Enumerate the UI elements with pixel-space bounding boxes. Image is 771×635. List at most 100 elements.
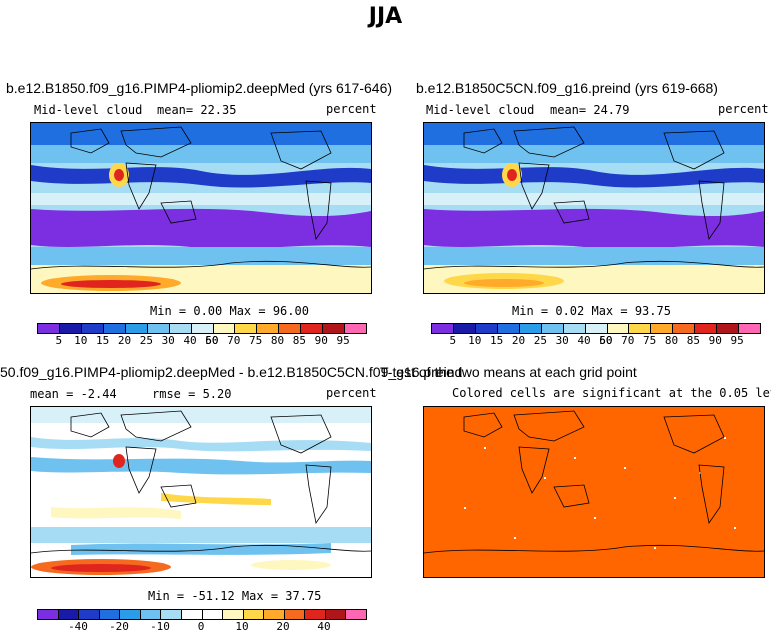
colorbar-swatch	[346, 610, 366, 619]
colorbar-swatch	[585, 324, 608, 333]
panel-4-title: T-test of the two means at each grid poi…	[380, 364, 637, 380]
colorbar-swatch	[79, 610, 100, 619]
colorbar-tick-label: -20	[109, 620, 129, 633]
panel-1-mean-label: mean= 22.35	[157, 103, 237, 117]
colorbar-swatch	[125, 324, 148, 333]
colorbar-swatch	[345, 324, 367, 333]
colorbar-tick-label: -10	[150, 620, 170, 633]
colorbar-swatch	[695, 324, 718, 333]
colorbar-tick-label: 5	[55, 334, 63, 347]
colorbar-swatch	[181, 610, 203, 619]
colorbar-swatch	[629, 324, 652, 333]
colorbar-swatch	[38, 324, 60, 333]
colorbar-swatch	[279, 324, 302, 333]
panel-2-variable-label: Mid-level cloud	[426, 103, 535, 117]
panel-1-minmax: Min = 0.00 Max = 96.00	[150, 304, 309, 318]
colorbar-swatch	[325, 610, 347, 619]
colorbar-tick-label: 90	[314, 334, 328, 347]
colorbar-swatch	[58, 610, 80, 619]
colorbar-swatch	[202, 610, 224, 619]
colorbar-tick-label: 5	[449, 334, 457, 347]
colorbar-swatch	[140, 610, 162, 619]
colorbar-swatch	[323, 324, 346, 333]
colorbar-swatch	[81, 324, 104, 333]
colorbar-swatch	[541, 324, 564, 333]
colorbar-tick-label: 10	[468, 334, 482, 347]
panel-2-title: b.e12.B1850C5CN.f09_g16.preind (yrs 619-…	[416, 80, 718, 96]
panel-2-minmax: Min = 0.02 Max = 93.75	[512, 304, 671, 318]
colorbar-tick-label: 50	[205, 334, 219, 347]
panel-3-rmse-label: rmse = 5.20	[152, 387, 232, 401]
colorbar-swatch	[519, 324, 542, 333]
panel-1-field	[31, 123, 371, 293]
colorbar-swatch	[739, 324, 761, 333]
panel-2-colorbar-ticks: 5 10 15 20 25 30 40 50 60 70 75 80 85 90 95	[431, 334, 759, 348]
colorbar-tick-label: 30	[161, 334, 175, 347]
colorbar-swatch	[264, 610, 285, 619]
colorbar-tick-label: 25	[139, 334, 153, 347]
colorbar-tick-label: 80	[664, 334, 679, 347]
panel-3-colorbar	[37, 609, 367, 620]
colorbar-swatch	[607, 324, 630, 333]
colorbar-tick-label: -40	[68, 620, 88, 633]
colorbar-tick-label: 60	[205, 334, 219, 347]
panel-1-title: b.e12.B1850.f09_g16.PIMP4-pliomip2.deepM…	[6, 80, 393, 96]
colorbar-swatch	[453, 324, 476, 333]
panel-3-colorbar-ticks: -40 -20 -10 0 10 20 40	[37, 620, 365, 634]
colorbar-tick-label: 30	[555, 334, 569, 347]
panel-4-field	[424, 407, 764, 577]
panel-3-minmax: Min = -51.12 Max = 37.75	[148, 589, 322, 603]
colorbar-swatch	[223, 610, 244, 619]
colorbar-tick-label: 75	[643, 334, 657, 347]
colorbar-swatch	[243, 610, 265, 619]
colorbar-tick-label: 90	[708, 334, 722, 347]
colorbar-swatch	[38, 610, 59, 619]
colorbar-tick-label: 40	[183, 334, 197, 347]
colorbar-swatch	[120, 610, 141, 619]
colorbar-swatch	[191, 324, 214, 333]
colorbar-tick-label: 20	[511, 334, 526, 347]
panel-3-map	[30, 406, 372, 578]
colorbar-tick-label: 85	[686, 334, 701, 347]
page-title: JJA	[368, 4, 403, 29]
colorbar-swatch	[103, 324, 126, 333]
colorbar-tick-label: 20	[276, 620, 290, 633]
panel-3-field	[31, 407, 371, 577]
colorbar-tick-label: 40	[577, 334, 591, 347]
colorbar-tick-label: 20	[117, 334, 132, 347]
panel-3-title: 50.f09_g16.PIMP4-pliomip2.deepMed - b.e1…	[0, 364, 463, 380]
colorbar-swatch	[147, 324, 170, 333]
colorbar-swatch	[235, 324, 258, 333]
colorbar-swatch	[475, 324, 498, 333]
panel-3-mean-label: mean = -2.44	[30, 387, 117, 401]
colorbar-tick-label: 85	[292, 334, 307, 347]
colorbar-swatch	[651, 324, 674, 333]
panel-3-units-label: percent	[326, 386, 377, 400]
colorbar-swatch	[717, 324, 740, 333]
colorbar-tick-label: 10	[235, 620, 249, 633]
panel-1-colorbar-ticks: 5 10 15 20 25 30 40 50 60 70 75 80 85 90 95	[37, 334, 365, 348]
panel-1-colorbar	[37, 323, 367, 334]
panel-4-subtitle: Colored cells are significant at the 0.0…	[452, 386, 771, 400]
colorbar-tick-label: 0	[197, 620, 205, 633]
colorbar-swatch	[563, 324, 586, 333]
colorbar-swatch	[673, 324, 696, 333]
colorbar-swatch	[99, 610, 121, 619]
colorbar-tick-label: 95	[730, 334, 744, 347]
colorbar-tick-label: 70	[621, 334, 635, 347]
colorbar-swatch	[257, 324, 280, 333]
colorbar-tick-label: 70	[227, 334, 241, 347]
colorbar-tick-label: 80	[270, 334, 285, 347]
colorbar-swatch	[432, 324, 454, 333]
colorbar-tick-label: 50	[599, 334, 613, 347]
colorbar-tick-label: 75	[249, 334, 263, 347]
panel-2-colorbar	[431, 323, 761, 334]
panel-2-mean-label: mean= 24.79	[550, 103, 630, 117]
colorbar-tick-label: 95	[336, 334, 350, 347]
colorbar-tick-label: 60	[599, 334, 613, 347]
panel-2-map	[423, 122, 765, 294]
colorbar-swatch	[301, 324, 324, 333]
colorbar-tick-label: 15	[95, 334, 110, 347]
panel-2-field	[424, 123, 764, 293]
colorbar-swatch	[161, 610, 182, 619]
